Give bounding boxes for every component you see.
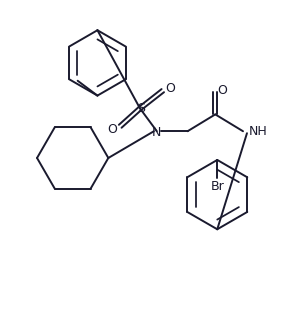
Text: O: O: [107, 123, 117, 136]
Text: NH: NH: [249, 125, 268, 138]
Text: N: N: [152, 126, 162, 139]
Text: O: O: [165, 82, 175, 95]
Text: O: O: [217, 84, 227, 97]
Text: Br: Br: [210, 180, 224, 193]
Text: S: S: [137, 102, 145, 115]
